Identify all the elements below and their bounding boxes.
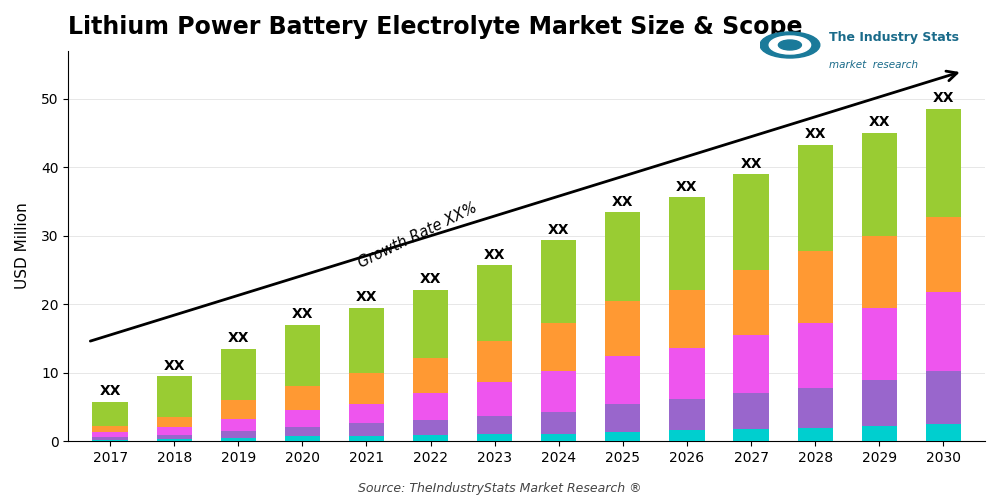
Bar: [285, 325, 320, 386]
Bar: [285, 410, 320, 427]
Text: XX: XX: [612, 195, 634, 209]
Bar: [862, 133, 897, 236]
Bar: [926, 216, 961, 292]
Bar: [733, 429, 769, 442]
Bar: [477, 340, 512, 382]
Bar: [862, 380, 897, 426]
Bar: [477, 416, 512, 434]
Text: Lithium Power Battery Electrolyte Market Size & Scope: Lithium Power Battery Electrolyte Market…: [68, 15, 803, 39]
Bar: [733, 174, 769, 270]
Bar: [926, 370, 961, 424]
Bar: [157, 416, 192, 427]
Text: market  research: market research: [829, 60, 918, 70]
Bar: [733, 270, 769, 335]
Bar: [349, 404, 384, 423]
Bar: [541, 370, 576, 412]
Bar: [285, 427, 320, 436]
Bar: [798, 251, 833, 322]
Text: XX: XX: [933, 92, 954, 106]
Text: XX: XX: [420, 272, 441, 286]
Bar: [733, 394, 769, 429]
Text: XX: XX: [868, 116, 890, 130]
Bar: [221, 418, 256, 431]
Bar: [92, 437, 128, 440]
Bar: [926, 109, 961, 216]
Bar: [669, 400, 705, 430]
Bar: [669, 430, 705, 442]
Text: XX: XX: [740, 156, 762, 170]
Bar: [798, 322, 833, 388]
Circle shape: [760, 32, 820, 58]
Text: Growth Rate XX%: Growth Rate XX%: [356, 200, 480, 271]
Text: XX: XX: [292, 308, 313, 322]
Circle shape: [769, 36, 811, 54]
Bar: [285, 436, 320, 442]
Text: XX: XX: [163, 358, 185, 372]
Bar: [541, 434, 576, 442]
Bar: [798, 388, 833, 428]
Bar: [221, 349, 256, 400]
Bar: [862, 308, 897, 380]
Bar: [221, 400, 256, 418]
Bar: [605, 432, 640, 442]
Bar: [157, 376, 192, 416]
Bar: [285, 386, 320, 410]
Text: XX: XX: [356, 290, 377, 304]
Bar: [605, 356, 640, 405]
Bar: [541, 412, 576, 434]
Bar: [926, 292, 961, 370]
Bar: [477, 434, 512, 442]
Bar: [157, 435, 192, 439]
Bar: [541, 322, 576, 370]
Bar: [477, 382, 512, 416]
Bar: [413, 290, 448, 358]
Bar: [669, 290, 705, 348]
Bar: [669, 348, 705, 400]
Bar: [157, 439, 192, 442]
Bar: [349, 436, 384, 442]
Bar: [413, 392, 448, 420]
Bar: [349, 372, 384, 404]
Circle shape: [778, 40, 801, 50]
Bar: [349, 424, 384, 436]
Bar: [221, 438, 256, 442]
Text: XX: XX: [804, 127, 826, 141]
Bar: [477, 265, 512, 340]
Text: XX: XX: [484, 248, 505, 262]
Bar: [605, 404, 640, 431]
Text: XX: XX: [99, 384, 121, 398]
Bar: [413, 358, 448, 392]
Bar: [413, 435, 448, 442]
Text: XX: XX: [228, 332, 249, 345]
Bar: [221, 431, 256, 438]
Bar: [605, 212, 640, 302]
Bar: [92, 432, 128, 437]
Y-axis label: USD Million: USD Million: [15, 202, 30, 290]
Bar: [733, 335, 769, 394]
Bar: [862, 236, 897, 308]
Text: XX: XX: [548, 223, 570, 237]
Bar: [862, 426, 897, 442]
Bar: [157, 427, 192, 435]
Bar: [541, 240, 576, 322]
Bar: [669, 198, 705, 290]
Bar: [605, 302, 640, 356]
Bar: [92, 440, 128, 442]
Bar: [926, 424, 961, 442]
Text: XX: XX: [676, 180, 698, 194]
Text: Source: TheIndustryStats Market Research ®: Source: TheIndustryStats Market Research…: [358, 482, 642, 495]
Bar: [92, 402, 128, 426]
Bar: [92, 426, 128, 432]
Bar: [798, 144, 833, 251]
Text: The Industry Stats: The Industry Stats: [829, 32, 959, 44]
Bar: [798, 428, 833, 442]
Bar: [349, 308, 384, 372]
Bar: [413, 420, 448, 435]
